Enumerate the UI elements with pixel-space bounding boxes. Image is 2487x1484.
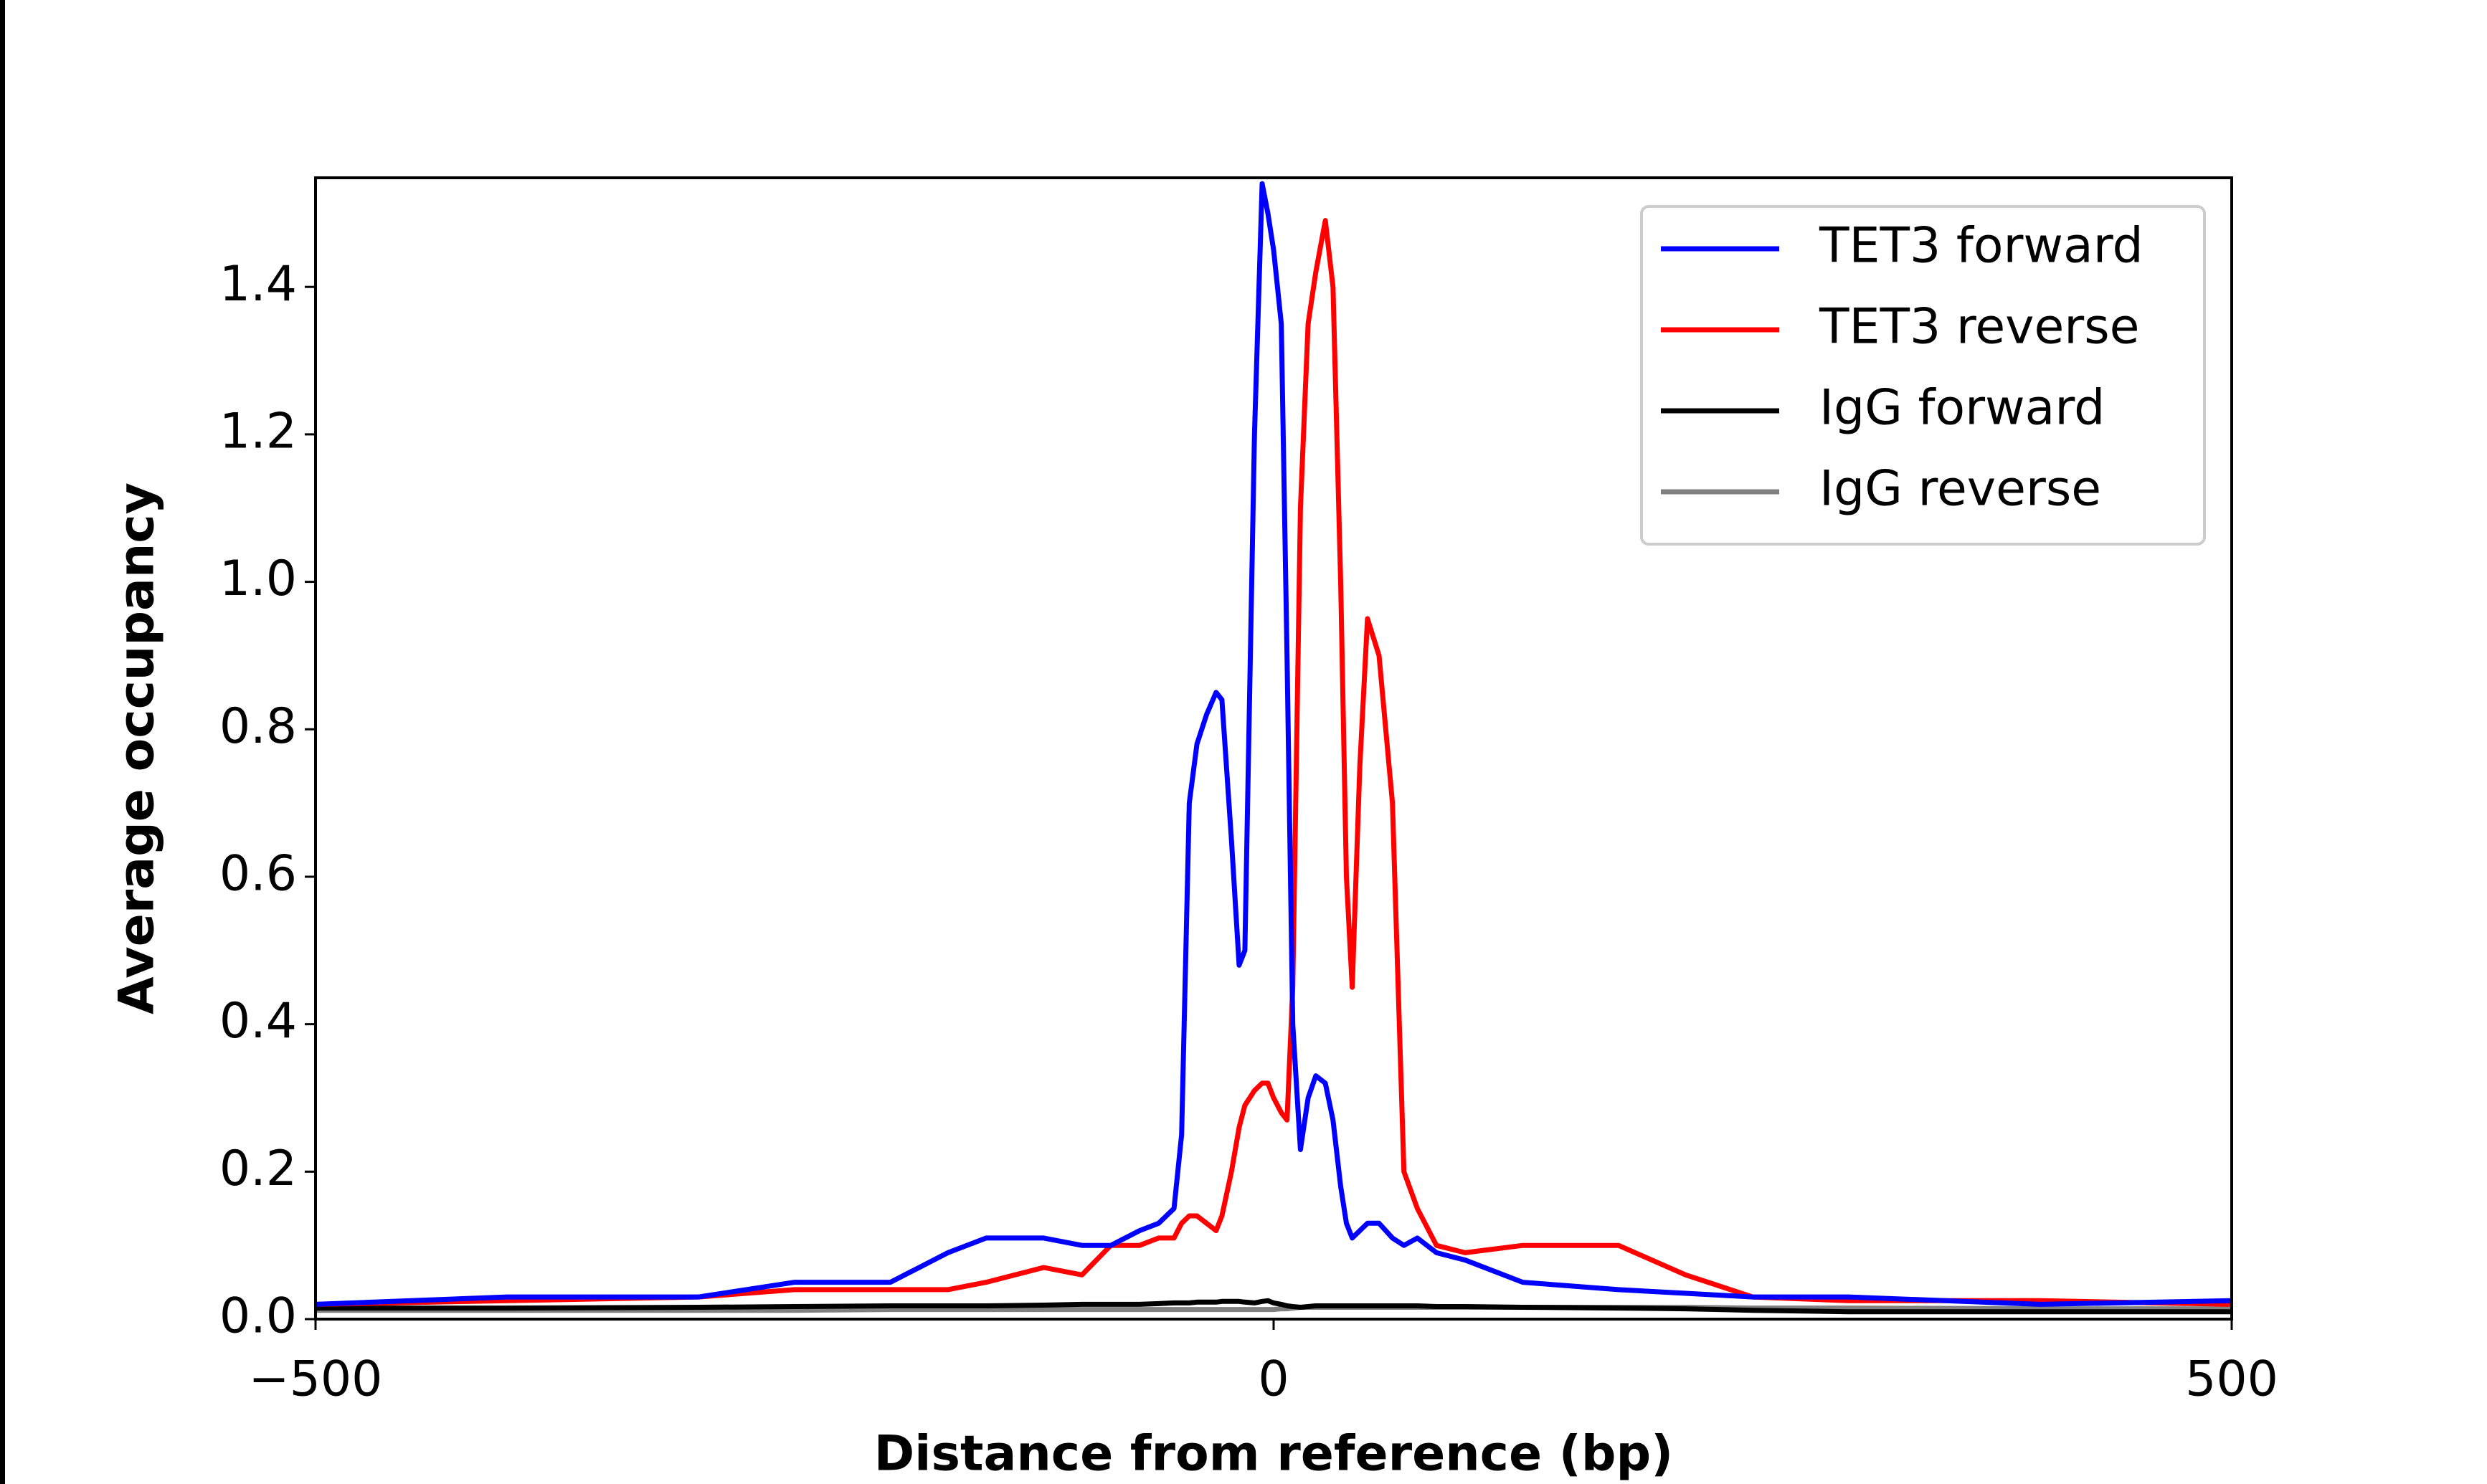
x-axis-label: Distance from reference (bp) [874,1426,1674,1483]
axes-frame [314,176,2233,1321]
x-tick-label: 500 [2185,1351,2278,1408]
y-tick-label: 0.6 [219,845,297,902]
legend-label: IgG forward [1819,380,2105,437]
y-tick-label: 0.4 [219,993,297,1050]
data-line [315,181,2232,1307]
y-tick-label: 0.0 [219,1288,297,1345]
data-line [315,218,2232,1307]
y-tick-label: 1.2 [219,403,297,460]
left-border [0,0,5,1484]
x-tick-label: −500 [249,1351,383,1408]
y-tick-label: 1.0 [219,551,297,607]
legend-label: IgG reverse [1819,461,2101,518]
x-tick-label: 0 [1258,1351,1289,1408]
data-line [316,1298,2232,1315]
y-tick-label: 1.4 [219,256,297,313]
legend-label: TET3 reverse [1819,299,2140,356]
y-axis-label: Average occupancy [109,482,166,1014]
y-tick-label: 0.2 [219,1141,297,1197]
legend-box [1640,205,2206,546]
y-tick-label: 0.8 [219,698,297,755]
legend-label: TET3 forward [1819,218,2143,275]
